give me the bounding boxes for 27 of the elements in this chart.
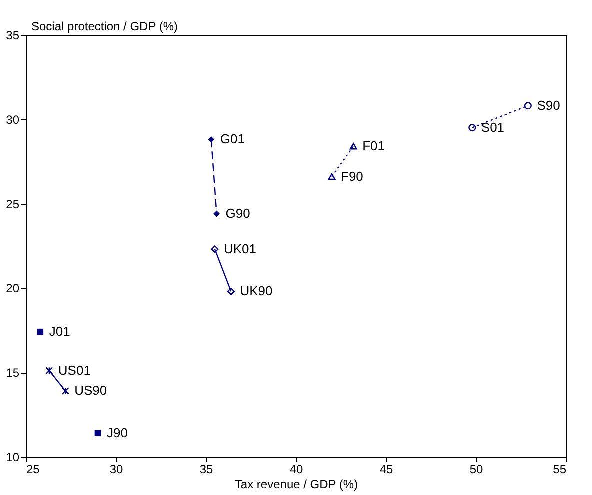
y-tick-label: 35 — [6, 28, 20, 42]
x-tick-label: 35 — [200, 462, 214, 476]
annotation: G90 — [226, 206, 250, 221]
x-tick-label: 30 — [110, 462, 124, 476]
annotation: F90 — [341, 168, 364, 184]
y-tick-label: 15 — [6, 366, 20, 380]
x-axis-title: Tax revenue / GDP (%) — [234, 478, 358, 492]
annotation: J90 — [107, 425, 128, 440]
annotation: G01 — [220, 132, 245, 147]
annotation: UK01 — [224, 241, 257, 256]
annotation: S01 — [481, 120, 505, 135]
x-tick-label: 40 — [290, 462, 304, 476]
annotation: US90 — [74, 383, 108, 398]
annotation: J01 — [49, 324, 70, 340]
y-axis-title: Social protection / GDP (%) — [32, 20, 178, 34]
y-tick-label: 10 — [6, 450, 20, 464]
y-tick-label: 30 — [6, 112, 20, 127]
annotation: UK90 — [240, 284, 273, 299]
annotation: F01 — [362, 138, 386, 154]
annotation: S90 — [537, 98, 560, 113]
x-tick-label: 50 — [470, 462, 484, 476]
x-tick-label: 55 — [553, 462, 567, 476]
x-tick-label: 45 — [380, 462, 394, 476]
x-tick-label: 25 — [26, 462, 40, 476]
y-tick-label: 25 — [6, 197, 20, 212]
y-tick-label: 20 — [6, 282, 20, 296]
annotation: US01 — [58, 362, 91, 378]
